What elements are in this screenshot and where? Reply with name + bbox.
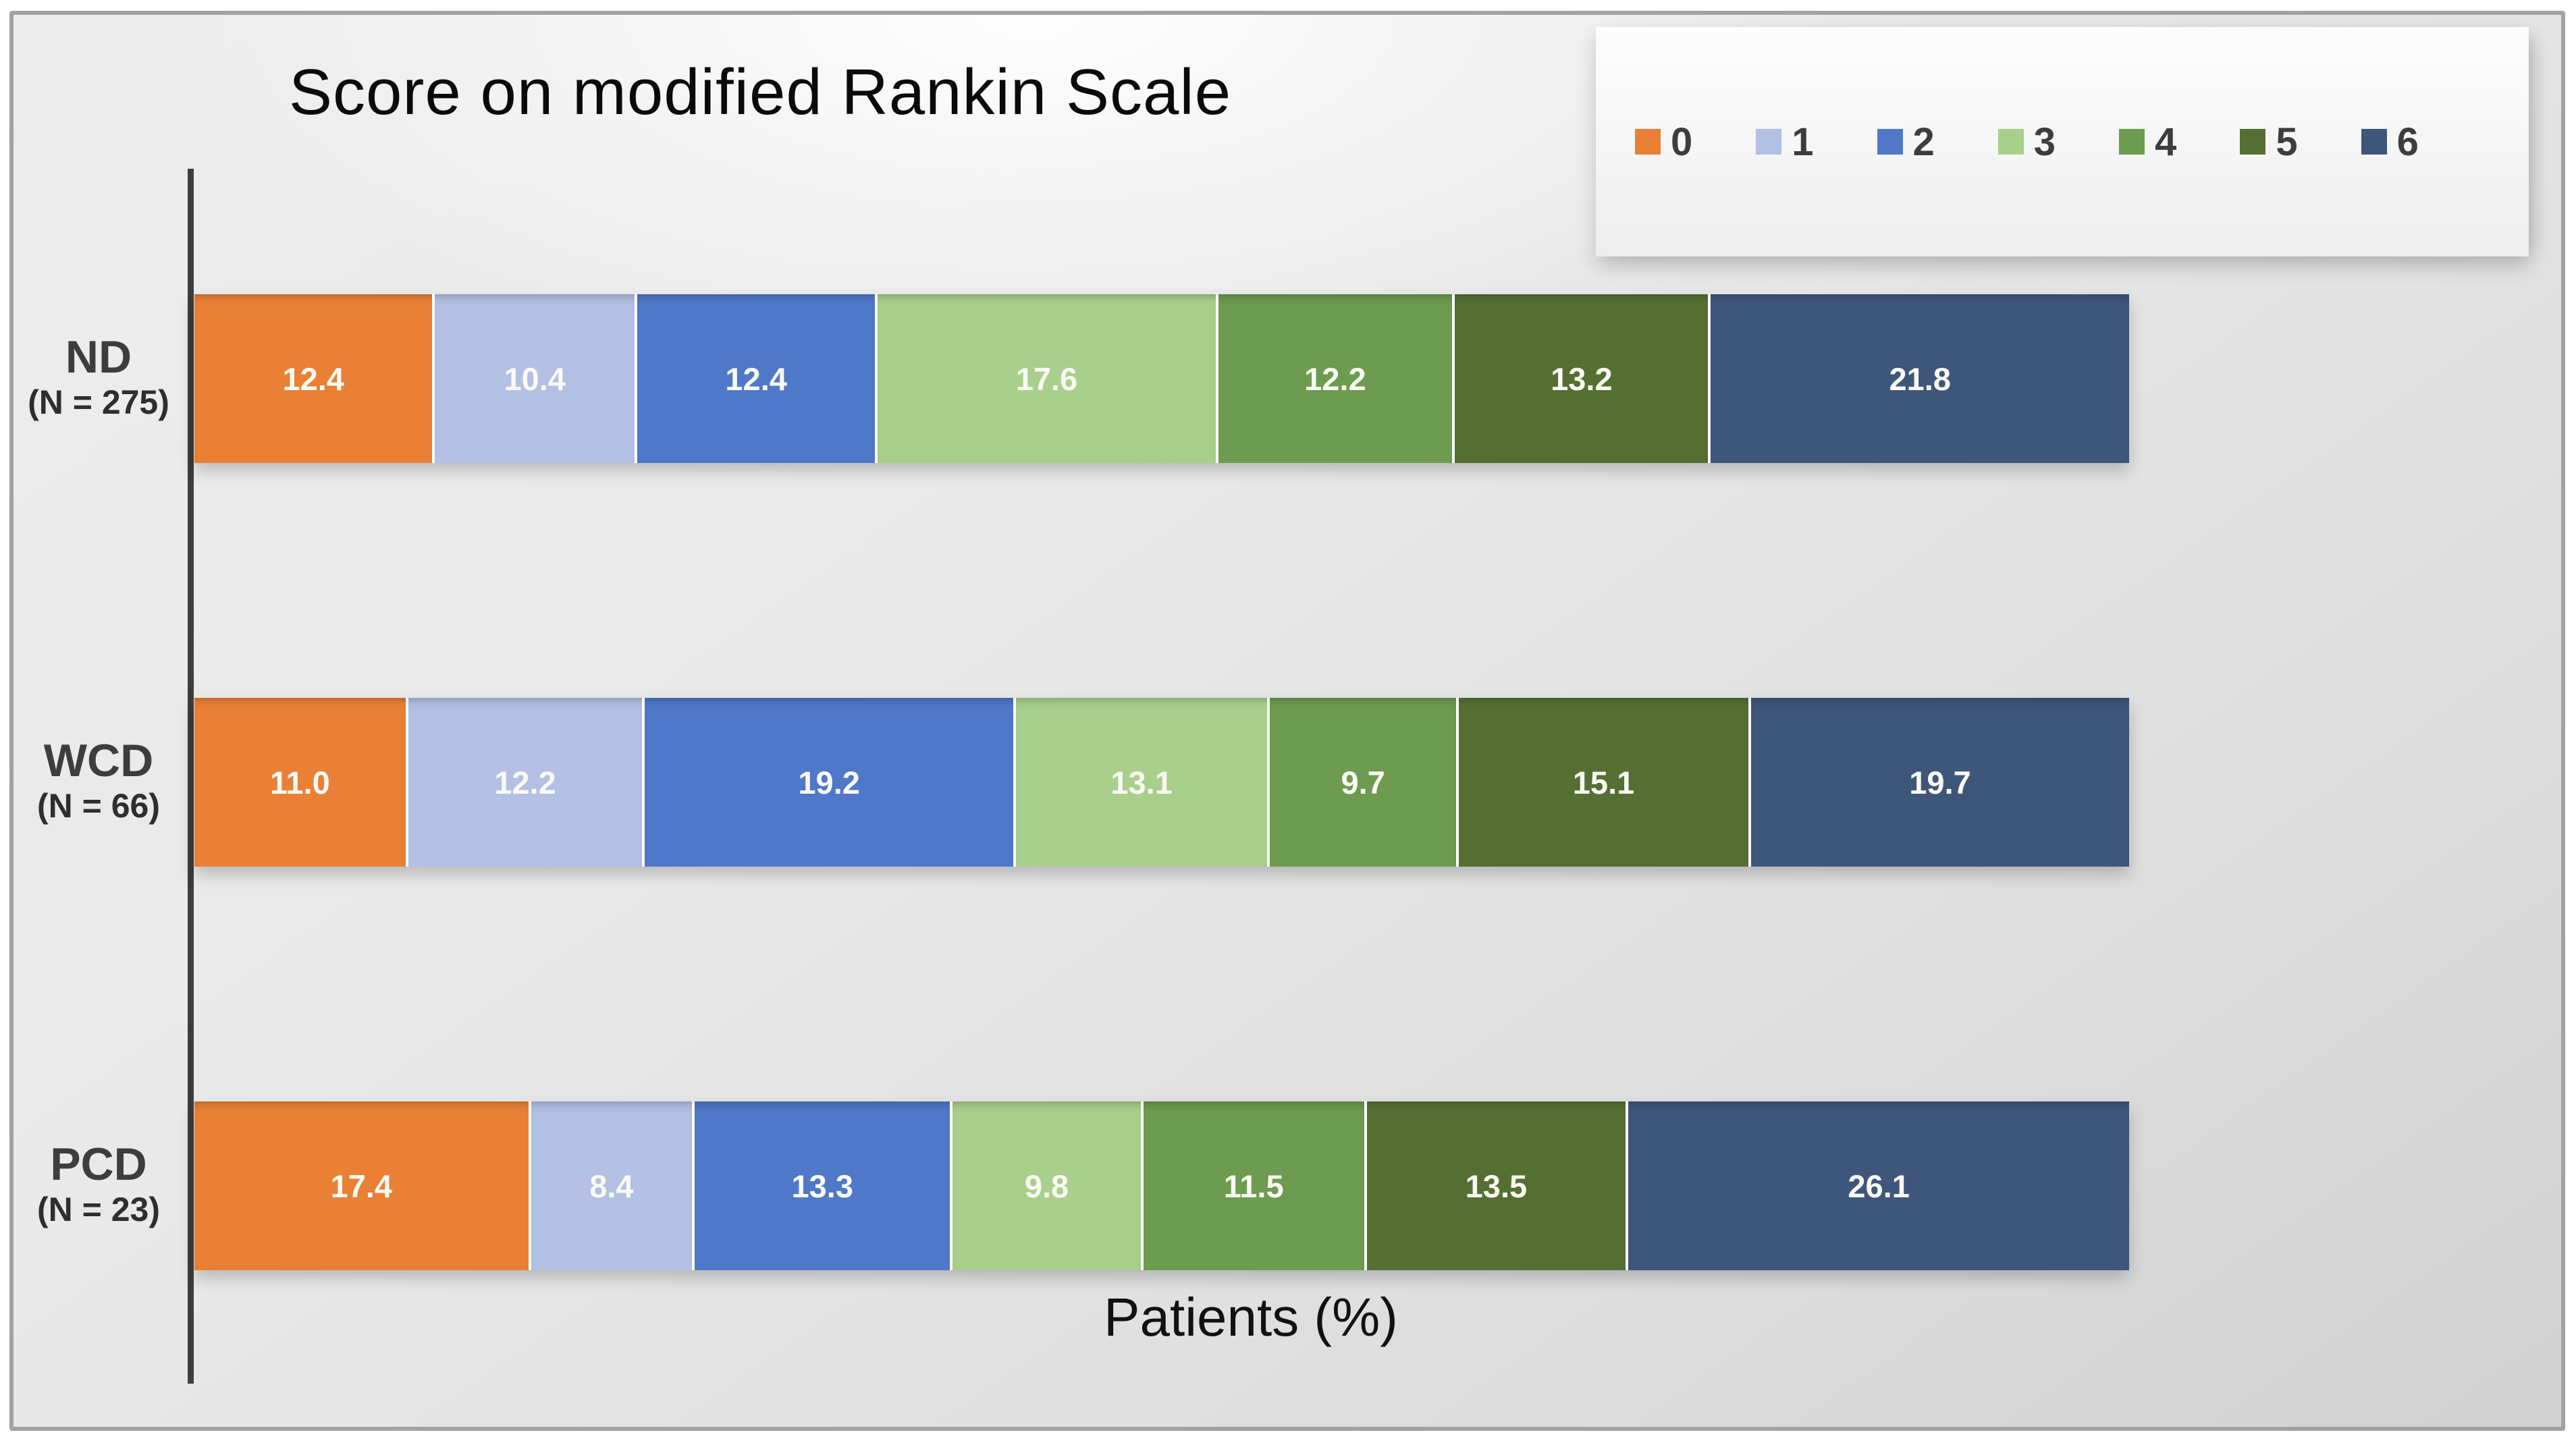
segment-value-label: 8.4 (589, 1168, 634, 1204)
segment-value-label: 9.7 (1341, 764, 1385, 800)
chart-title: Score on modified Rankin Scale (289, 56, 1232, 128)
legend-swatch (1997, 129, 2024, 155)
segment-value-label: 9.8 (1024, 1168, 1069, 1204)
bar-segment: 11.5 (1143, 1101, 1364, 1270)
row-label-n: (N = 23) (36, 1191, 160, 1229)
bar-segment: 9.8 (952, 1101, 1141, 1270)
bar-segment: 12.4 (637, 294, 876, 463)
legend-item: 1 (1756, 119, 1814, 165)
segment-value-label: 12.2 (1304, 360, 1366, 397)
legend-item: 5 (2240, 119, 2298, 165)
bar-segment: 15.1 (1458, 698, 1749, 867)
legend-swatch (1877, 129, 1903, 155)
legend-item: 3 (1997, 119, 2056, 165)
row-label-name: ND (65, 331, 132, 383)
bar-segment: 11.0 (194, 698, 406, 867)
row-label-name: WCD (43, 735, 154, 787)
segment-value-label: 17.4 (330, 1168, 392, 1204)
bar-segment: 10.4 (435, 294, 635, 463)
bar-row: ND (N = 275) 12.4 10.4 12.4 17.6 12.2 13.2 21.8 (14, 294, 2561, 463)
legend-swatch (1635, 129, 1661, 155)
legend-label: 3 (2033, 119, 2056, 164)
legend-label: 6 (2396, 119, 2419, 164)
plot-area: ND (N = 275) 12.4 10.4 12.4 17.6 12.2 13.2 21.8 W… (14, 15, 2561, 1427)
legend-label: 2 (1912, 119, 1935, 164)
stacked-bar: 11.0 12.2 19.2 13.1 9.7 15.1 19.7 (194, 698, 2129, 867)
bar-segment: 13.3 (695, 1101, 950, 1270)
bar-segment: 17.6 (878, 294, 1216, 463)
stacked-bar: 12.4 10.4 12.4 17.6 12.2 13.2 21.8 (194, 294, 2129, 463)
legend-label: 5 (2276, 119, 2298, 164)
legend-item: 2 (1877, 119, 1935, 165)
bar-segment: 9.7 (1270, 698, 1456, 867)
row-label: ND (N = 275) (14, 294, 184, 463)
segment-value-label: 12.4 (725, 360, 787, 397)
legend-label: 4 (2155, 119, 2177, 164)
bar-segment: 17.4 (194, 1101, 529, 1270)
bar-segment: 12.2 (408, 698, 643, 867)
stacked-bar: 17.4 8.4 13.3 9.8 11.5 13.5 26.1 (194, 1101, 2130, 1270)
legend-swatch (2240, 129, 2266, 155)
y-axis-line (188, 169, 194, 1384)
row-label: PCD (N = 23) (14, 1101, 184, 1270)
bar-row: PCD (N = 23) 17.4 8.4 13.3 9.8 11.5 13.5 26.1 (14, 1101, 2561, 1270)
segment-value-label: 21.8 (1889, 360, 1951, 397)
segment-value-label: 13.5 (1465, 1168, 1528, 1204)
legend-item: 0 (1635, 119, 1692, 165)
chart-frame: Score on modified Rankin Scale 0 1 2 3 4 5 6 N… (9, 11, 2565, 1431)
legend-swatch (2361, 129, 2387, 155)
bar-segment: 12.2 (1218, 294, 1453, 463)
segment-value-label: 13.1 (1110, 764, 1173, 800)
legend-item: 6 (2361, 119, 2419, 165)
legend-label: 1 (1792, 119, 1814, 164)
bar-segment: 21.8 (1711, 294, 2129, 463)
segment-value-label: 26.1 (1848, 1168, 1910, 1204)
x-axis-label: Patients (%) (1104, 1287, 1398, 1347)
legend-label: 0 (1671, 119, 1693, 164)
segment-value-label: 12.4 (282, 360, 344, 397)
segment-value-label: 17.6 (1015, 360, 1078, 397)
row-label-name: PCD (50, 1139, 147, 1191)
segment-value-label: 12.2 (494, 764, 556, 800)
bar-segment: 19.7 (1751, 698, 2129, 867)
bar-segment: 13.2 (1455, 294, 1709, 463)
segment-value-label: 19.7 (1909, 764, 1971, 800)
segment-value-label: 13.3 (791, 1168, 853, 1204)
legend-item: 4 (2119, 119, 2176, 165)
legend-swatch (1756, 129, 1782, 155)
segment-value-label: 11.0 (269, 764, 330, 800)
bar-row: WCD (N = 66) 11.0 12.2 19.2 13.1 9.7 15.1 19.7 (14, 698, 2561, 867)
row-label-n: (N = 275) (28, 383, 169, 422)
segment-value-label: 13.2 (1551, 360, 1613, 397)
bar-segment: 13.5 (1366, 1101, 1626, 1270)
bar-segment: 13.1 (1016, 698, 1268, 867)
bar-segment: 26.1 (1628, 1101, 2130, 1270)
bar-segment: 8.4 (531, 1101, 693, 1270)
legend: 0 1 2 3 4 5 6 (1596, 27, 2529, 256)
bar-segment: 19.2 (645, 698, 1013, 867)
segment-value-label: 11.5 (1223, 1168, 1284, 1204)
segment-value-label: 15.1 (1572, 764, 1635, 800)
segment-value-label: 19.2 (798, 764, 860, 800)
bar-segment: 12.4 (194, 294, 433, 463)
legend-swatch (2119, 129, 2145, 155)
segment-value-label: 10.4 (504, 360, 566, 397)
row-label-n: (N = 66) (36, 787, 160, 825)
row-label: WCD (N = 66) (14, 698, 184, 867)
